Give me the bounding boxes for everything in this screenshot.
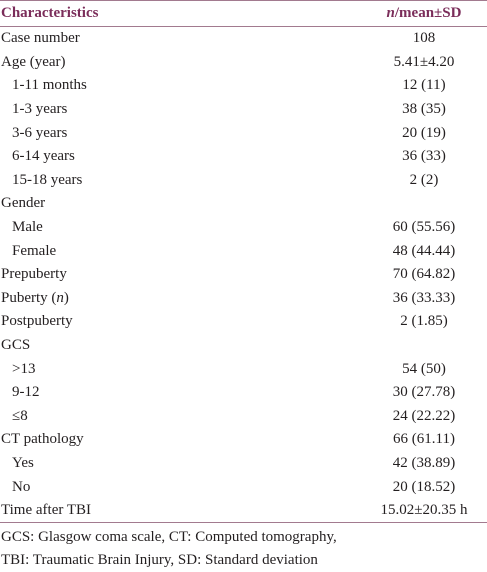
- table-row: Female 48 (44.44): [0, 239, 487, 263]
- table-row: Age (year) 5.41±4.20: [0, 51, 487, 75]
- table-row: 15-18 years 2 (2): [0, 169, 487, 193]
- table-row: 1-3 years 38 (35): [0, 98, 487, 122]
- table-row: Yes 42 (38.89): [0, 452, 487, 476]
- header-label: Characteristics: [1, 5, 99, 21]
- table-row: Prepuberty 70 (64.82): [0, 263, 487, 287]
- note-line: TBI: Traumatic Brain Injury, SD: Standar…: [1, 552, 318, 569]
- table-row: Case number 108: [0, 27, 487, 51]
- row-label: Gender: [1, 195, 46, 212]
- row-label: No: [12, 478, 31, 495]
- note-line: GCS: Glasgow coma scale, CT: Computed to…: [1, 529, 337, 546]
- table-row: Puberty (n) 36 (33.33): [0, 287, 487, 311]
- table-row: Gender: [0, 192, 487, 216]
- label-part: Puberty (: [1, 289, 57, 306]
- row-value: 24 (22.22): [392, 407, 456, 424]
- row-value: 2 (1.85): [400, 313, 448, 330]
- row-label: ≤8: [12, 407, 28, 424]
- row-value: 15.02±20.35 h: [380, 502, 468, 519]
- row-value: 42 (38.89): [392, 454, 456, 471]
- table-row: Time after TBI 15.02±20.35 h: [0, 499, 487, 523]
- table-row: CT pathology 66 (61.11): [0, 428, 487, 452]
- row-label: 1-11 months: [12, 77, 87, 94]
- row-value: 60 (55.56): [392, 219, 456, 236]
- row-label: 1-3 years: [12, 101, 68, 118]
- row-label: Case number: [1, 30, 80, 47]
- label-part: n: [56, 289, 64, 306]
- table-row: Male 60 (55.56): [0, 216, 487, 240]
- row-value: 36 (33.33): [392, 289, 456, 306]
- row-label: Postpuberty: [1, 313, 73, 330]
- notes: GCS: Glasgow coma scale, CT: Computed to…: [0, 523, 487, 572]
- row-value: 38 (35): [402, 101, 446, 118]
- row-value: 108: [412, 30, 436, 47]
- header-value-text: /mean±SD: [394, 5, 462, 21]
- row-value: 66 (61.11): [393, 431, 455, 448]
- table-row: Postpuberty 2 (1.85): [0, 310, 487, 334]
- row-value: 5.41±4.20: [393, 53, 455, 70]
- table-row: ≤8 24 (22.22): [0, 405, 487, 429]
- row-value: 54 (50): [402, 360, 446, 377]
- row-value: 48 (44.44): [392, 242, 456, 259]
- row-label: 9-12: [12, 384, 40, 401]
- row-label: Yes: [12, 454, 34, 471]
- row-label: CT pathology: [1, 431, 84, 448]
- table-row: 1-11 months 12 (11): [0, 74, 487, 98]
- table-row: 6-14 years 36 (33): [0, 145, 487, 169]
- table-row: GCS: [0, 334, 487, 358]
- row-label: >13: [12, 360, 36, 377]
- row-label: Age (year): [1, 53, 66, 70]
- row-value: 20 (19): [402, 124, 446, 141]
- table-body: Case number 108 Age (year) 5.41±4.20 1-11 mo…: [0, 27, 487, 524]
- row-label: Time after TBI: [1, 502, 91, 519]
- row-label: Male: [12, 219, 43, 236]
- row-value: 36 (33): [402, 148, 446, 165]
- row-label: GCS: [1, 337, 31, 354]
- row-value: 30 (27.78): [392, 384, 456, 401]
- row-value: 2 (2): [409, 171, 439, 188]
- table-row: 9-12 30 (27.78): [0, 381, 487, 405]
- row-label: 15-18 years: [12, 171, 83, 188]
- row-label: 3-6 years: [12, 124, 68, 141]
- table: Characteristics n/mean±SD Case number 108…: [0, 0, 487, 524]
- row-label: Puberty (n): [0, 290, 361, 307]
- header-row: Characteristics n/mean±SD: [0, 0, 487, 27]
- row-label: Female: [12, 242, 57, 259]
- label-part: ): [63, 289, 69, 306]
- header-value-italic: n: [386, 5, 395, 21]
- row-value: 70 (64.82): [392, 266, 456, 283]
- row-value: 12 (11): [402, 77, 446, 94]
- row-value: 20 (18.52): [392, 478, 456, 495]
- row-label: 6-14 years: [12, 148, 75, 165]
- table-row: >13 54 (50): [0, 357, 487, 381]
- table-row: 3-6 years 20 (19): [0, 121, 487, 145]
- row-label: Prepuberty: [1, 266, 67, 283]
- table-row: No 20 (18.52): [0, 475, 487, 499]
- header-value: n/mean±SD: [361, 5, 487, 22]
